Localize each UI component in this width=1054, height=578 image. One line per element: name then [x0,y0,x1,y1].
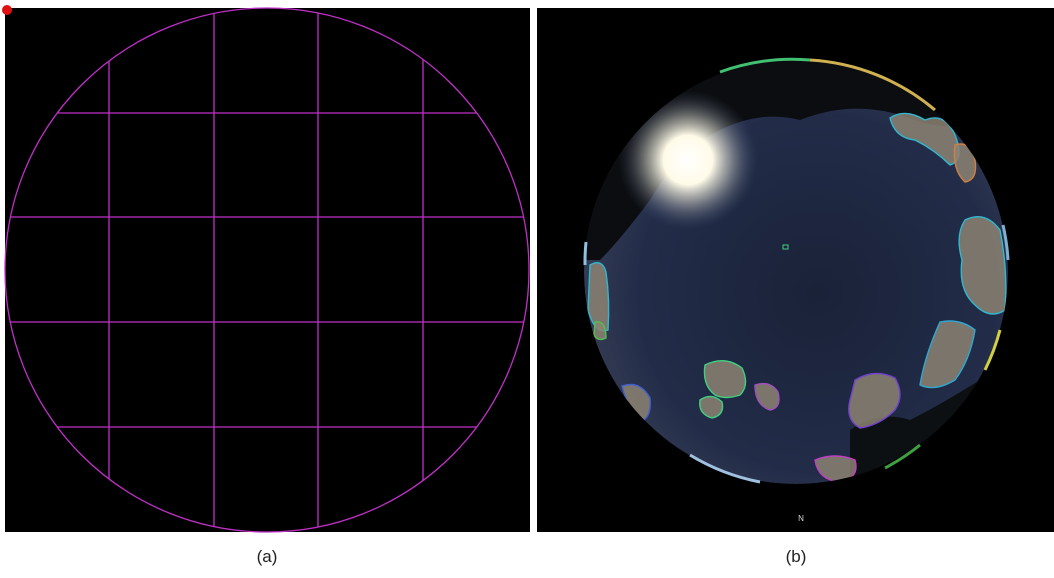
panel-background [5,8,530,532]
page: (a) [0,0,1054,578]
caption: (b) [786,547,807,566]
panel-b: N (b) [537,8,1054,566]
compass-label: N [798,514,804,523]
marker [2,5,12,15]
panel-a: (a) [0,0,540,566]
caption: (a) [257,547,278,566]
figure: (a) [0,0,1054,578]
